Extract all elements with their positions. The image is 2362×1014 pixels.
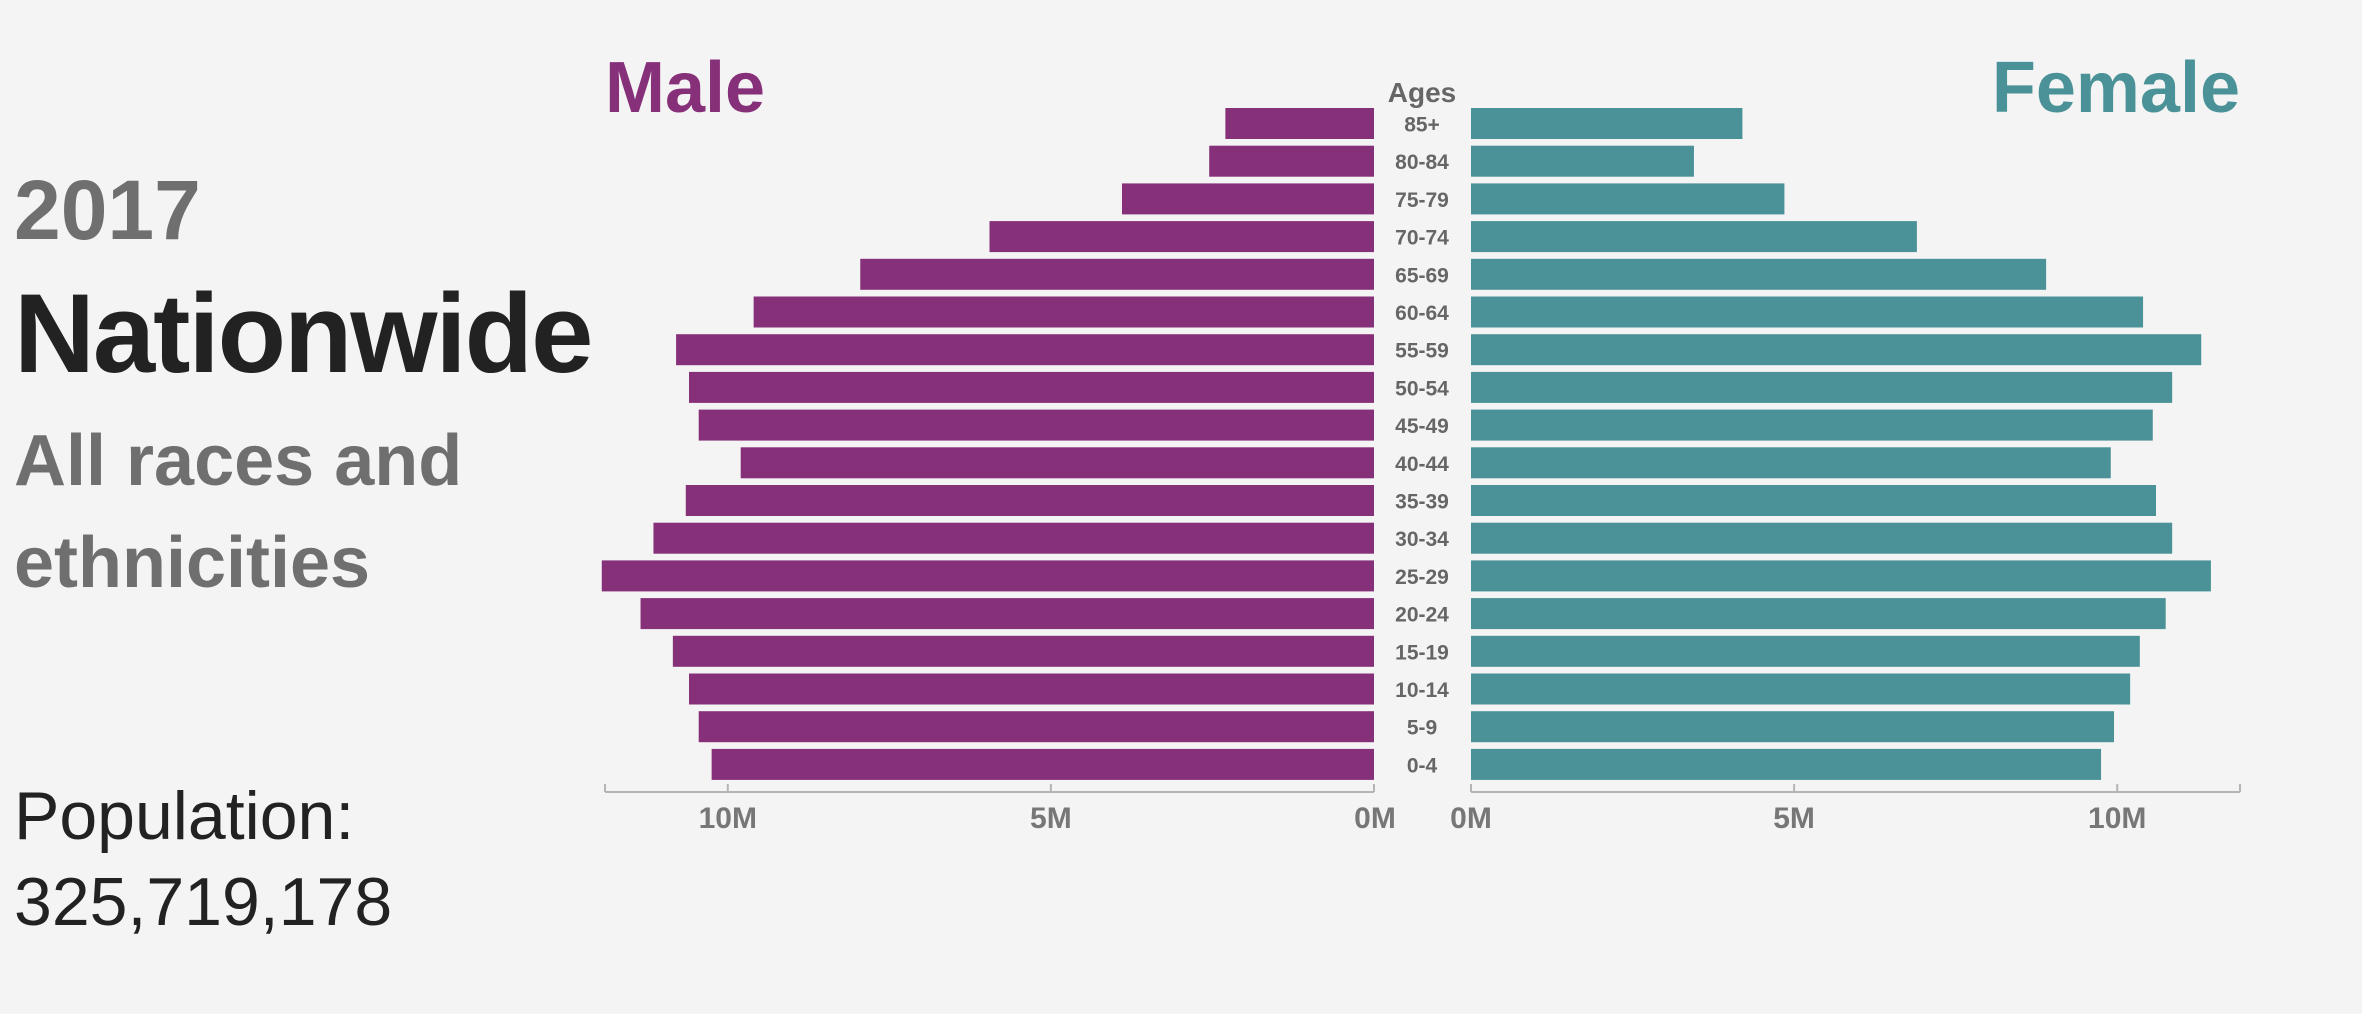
female-bar [1471,560,2211,592]
age-group-label: 0-4 [1407,754,1438,777]
male-bar [1209,145,1374,177]
female-bar [1471,635,2140,667]
male-bar [740,447,1374,479]
male-x-tick-label: 10M [699,802,757,835]
population-value: 325,719,178 [14,864,393,940]
female-bar [1471,711,2114,743]
female-bar [1471,485,2156,516]
male-bar [685,485,1374,516]
ages-axis-title: Ages [1388,77,1456,108]
female-x-tick-label: 5M [1773,802,1815,835]
female-x-tick-label: 10M [2088,802,2146,835]
population-label: Population: [14,778,355,854]
female-bar [1471,221,1917,253]
female-bar [1471,108,1743,139]
age-group-label: 70-74 [1395,227,1449,250]
female-bar [1471,371,2173,403]
female-bar [1471,673,2131,705]
male-x-tick-label: 5M [1030,802,1072,835]
male-bar [676,334,1374,366]
age-group-label: 65-69 [1395,264,1449,287]
male-bar [698,409,1374,441]
age-group-label: 55-59 [1395,340,1449,363]
age-group-label: 15-19 [1395,641,1449,664]
age-group-label: 10-14 [1395,679,1449,702]
male-bar [989,221,1374,253]
year-label: 2017 [14,163,201,257]
male-bar [640,598,1374,630]
age-group-label: 25-29 [1395,566,1449,589]
male-bar [1225,108,1374,139]
female-bar [1471,145,1694,177]
female-bar [1471,183,1785,215]
age-group-label: 60-64 [1395,302,1449,325]
male-bar [860,258,1374,290]
male-bar [601,560,1374,592]
age-group-label: 50-54 [1395,377,1449,400]
male-bar [672,635,1374,667]
age-group-label: 85+ [1404,114,1440,137]
female-bar [1471,296,2144,328]
female-bar [1471,748,2102,780]
female-bar [1471,334,2202,366]
legend-female: Female [1992,48,2240,128]
female-x-tick-label: 0M [1450,802,1492,835]
age-group-label: 30-34 [1395,528,1449,551]
age-group-label: 45-49 [1395,415,1449,438]
male-bar [689,673,1374,705]
place-title: Nationwide [14,271,593,396]
female-bar [1471,522,2173,554]
summary-panel: 2017 Nationwide All races and ethnicitie… [14,0,614,1014]
male-bar [689,371,1374,403]
age-group-label: 20-24 [1395,604,1449,627]
male-bar [753,296,1374,328]
female-bar [1471,598,2166,630]
age-group-label: 75-79 [1395,189,1449,212]
male-bar [711,748,1374,780]
male-bar [653,522,1374,554]
male-bar [1121,183,1374,215]
male-bar [698,711,1374,743]
age-group-label: 5-9 [1407,717,1437,740]
group-label: All races and ethnicities [14,421,463,603]
female-bar [1471,447,2111,479]
age-group-label: 40-44 [1395,453,1449,476]
male-x-tick-label: 0M [1354,802,1396,835]
female-bar [1471,409,2153,441]
female-bar [1471,258,2047,290]
age-group-label: 35-39 [1395,491,1449,514]
age-group-label: 80-84 [1395,151,1449,174]
legend-male: Male [605,48,765,128]
